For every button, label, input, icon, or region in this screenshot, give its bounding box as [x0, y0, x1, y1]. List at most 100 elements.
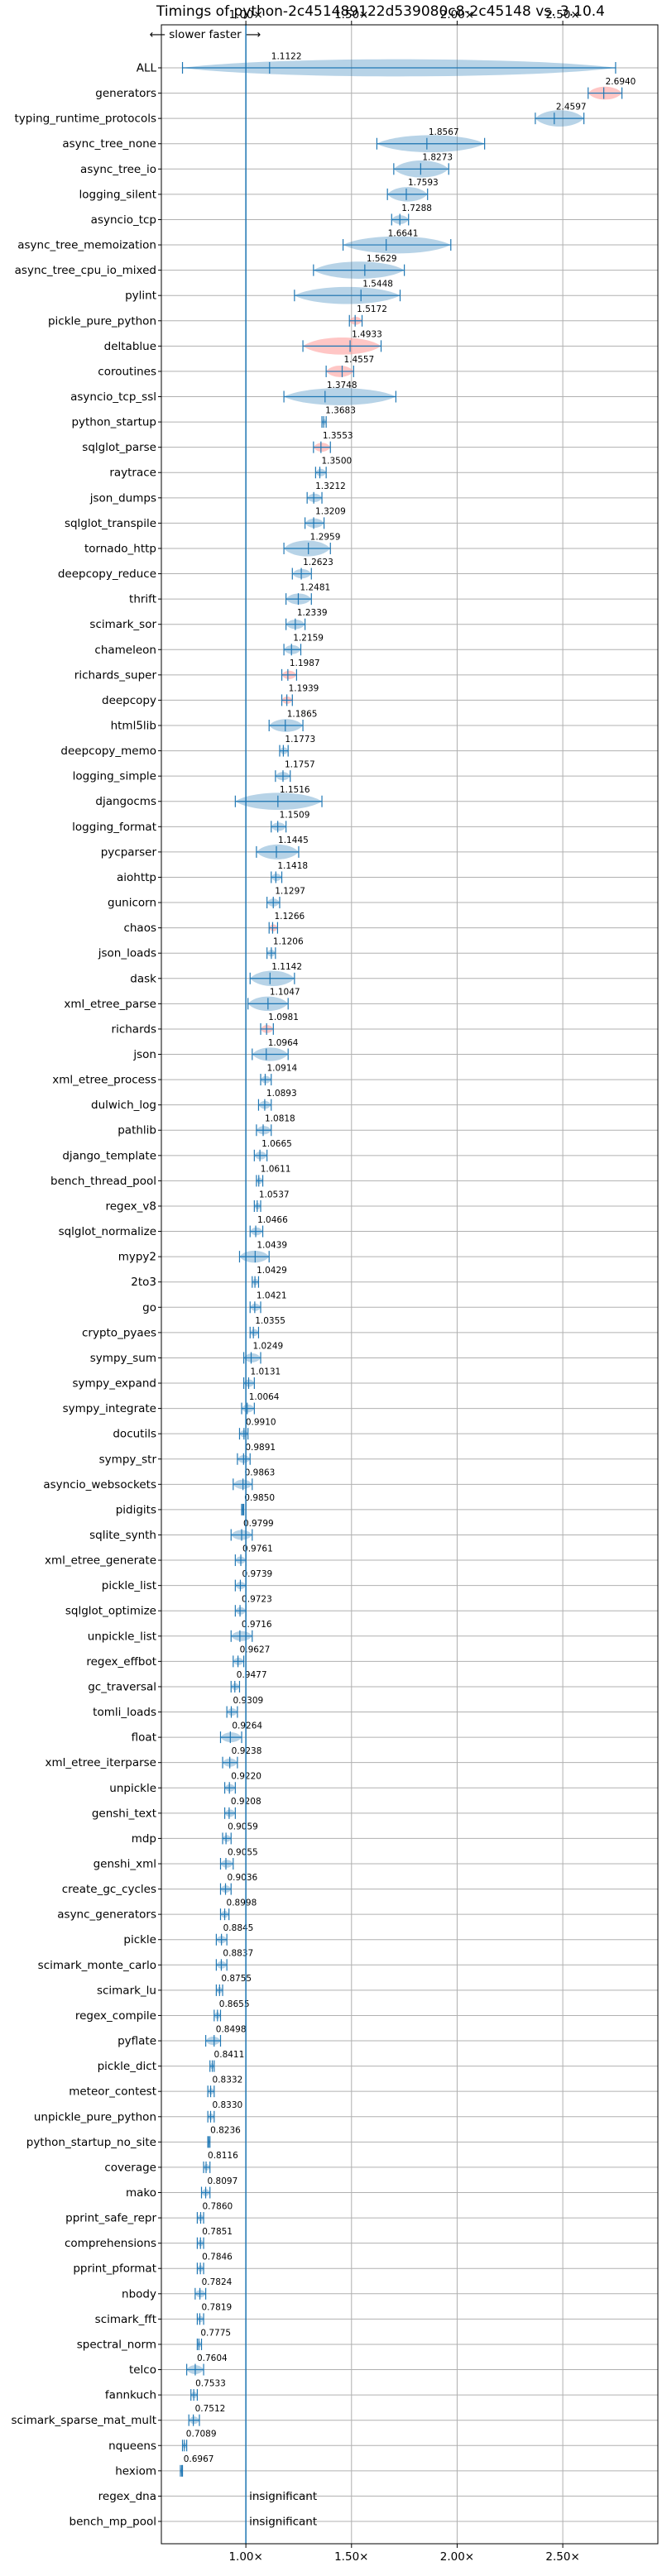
category-label: sqlite_synth	[89, 1529, 156, 1542]
violins: 1.1122 2.6940 2.4597 1.8567 1.8273 1.7593 1.72…	[180, 51, 636, 2529]
median-value-label: 0.9055	[228, 1847, 258, 1857]
category-label: sqlglot_transpile	[65, 517, 156, 530]
median-value-label: 1.1266	[274, 912, 305, 922]
median-value-label: 0.7860	[202, 2201, 233, 2211]
category-label: deepcopy	[102, 694, 156, 707]
category-label: pidigits	[116, 1503, 156, 1516]
category-label: sympy_expand	[72, 1377, 156, 1391]
category-label: dulwich_log	[91, 1099, 156, 1112]
median-value-label: 1.1122	[271, 51, 302, 61]
median-value-label: 1.1773	[285, 735, 315, 745]
category-label: async_tree_cpu_io_mixed	[15, 264, 156, 277]
median-value-label: 0.9761	[242, 1544, 273, 1554]
median-value-label: 2.6940	[606, 77, 636, 87]
category-label: logging_silent	[79, 188, 156, 201]
bottom-tick-label: 2.00×	[440, 2550, 474, 2564]
median-value-label: 1.4557	[343, 355, 374, 365]
median-value-label: 1.5172	[357, 304, 387, 314]
insignificant-label: insignificant	[249, 2516, 317, 2529]
category-label: sqlglot_parse	[82, 441, 156, 454]
category-label: async_tree_memoization	[17, 239, 156, 252]
median-value-label: 0.9799	[243, 1519, 274, 1529]
median-value-label: 0.7533	[195, 2378, 226, 2388]
category-label: json	[132, 1048, 156, 1061]
median-value-label: 1.2959	[310, 532, 341, 542]
category-label: sympy_sum	[90, 1352, 156, 1365]
category-label: pathlib	[118, 1124, 156, 1137]
category-label: logging_format	[72, 821, 156, 834]
category-label: unpickle_pure_python	[34, 2110, 156, 2124]
category-label: scimark_lu	[97, 1984, 156, 1997]
median-value-label: 1.0893	[266, 1089, 297, 1099]
median-value-label: 0.9723	[242, 1595, 272, 1605]
category-label: meteor_contest	[69, 2085, 156, 2099]
median-value-label: 0.7604	[197, 2353, 228, 2363]
median-value-label: 1.0537	[259, 1190, 290, 1199]
median-value-label: 1.0249	[252, 1342, 283, 1352]
median-value-label: 0.8755	[221, 1974, 252, 1984]
category-label: bench_thread_pool	[50, 1175, 156, 1188]
category-label: xml_etree_iterparse	[46, 1756, 157, 1769]
category-label: sqlglot_normalize	[59, 1225, 156, 1238]
category-label: python_startup	[71, 416, 156, 429]
category-label: float	[132, 1731, 156, 1745]
category-label: coverage	[104, 2161, 156, 2174]
median-value-label: 0.9309	[233, 1696, 263, 1706]
category-label: nqueens	[108, 2440, 156, 2453]
median-value-label: 1.0421	[257, 1291, 287, 1301]
median-value-label: 0.7819	[201, 2303, 232, 2313]
median-value-label: 1.2623	[303, 558, 333, 567]
median-value-label: 1.0131	[250, 1367, 281, 1377]
category-label: pickle	[123, 1933, 156, 1946]
category-label: 2to3	[131, 1276, 156, 1289]
median-value-label: 1.8567	[429, 127, 459, 137]
category-label: asyncio_websockets	[43, 1478, 156, 1491]
median-value-label: 0.8498	[216, 2024, 247, 2034]
category-label: thrift	[129, 593, 156, 606]
median-value-label: 1.1142	[271, 962, 302, 972]
median-value-label: 1.0064	[249, 1392, 280, 1402]
median-value-label: 0.8236	[210, 2126, 241, 2136]
direction-annotation: ⟵ slower faster ⟶	[150, 28, 261, 41]
median-value-label: 0.9477	[237, 1670, 267, 1680]
category-label: fannkuch	[105, 2389, 156, 2402]
category-label: mako	[126, 2186, 156, 2200]
category-label: scimark_sparse_mat_mult	[12, 2414, 156, 2427]
category-label: async_generators	[57, 1908, 156, 1922]
median-value-label: 0.8655	[219, 1999, 250, 2009]
category-label: coroutines	[98, 365, 156, 378]
category-label: create_gc_cycles	[62, 1883, 156, 1896]
category-label: hexiom	[115, 2464, 156, 2478]
median-value-label: 1.0611	[261, 1165, 291, 1175]
x-axis: 1.00× 1.00× 1.50× 1.50× 2.00× 2.00× 2.50× 2.50×	[158, 8, 659, 2564]
median-value-label: 0.9716	[242, 1620, 272, 1630]
top-tick-label: 2.50×	[545, 8, 579, 22]
category-label: chaos	[123, 922, 156, 935]
median-value-label: 1.0665	[261, 1139, 292, 1149]
insignificant-label: insignificant	[249, 2490, 317, 2503]
category-label: telco	[129, 2363, 156, 2377]
category-label: django_template	[62, 1149, 156, 1162]
median-value-label: 2.4597	[556, 102, 587, 112]
category-label: pickle_dict	[98, 2060, 156, 2073]
category-label: unpickle_list	[88, 1630, 156, 1643]
median-value-label: 0.7851	[202, 2227, 233, 2237]
category-label: tornado_http	[84, 542, 156, 555]
median-value-label: 1.1418	[277, 861, 308, 871]
median-value-label: 1.0439	[257, 1240, 287, 1250]
category-label: aiohttp	[117, 871, 156, 884]
median-value-label: 1.3748	[327, 381, 357, 390]
bottom-tick-label: 2.50×	[545, 2550, 579, 2564]
category-label: html5lib	[111, 720, 156, 733]
median-value-label: 0.7775	[200, 2328, 231, 2338]
category-label: asyncio_tcp	[91, 213, 156, 227]
median-value-label: 1.2159	[293, 634, 324, 644]
median-value-label: 0.9850	[244, 1493, 275, 1503]
category-label: djangocms	[95, 795, 156, 808]
category-label: sympy_integrate	[63, 1402, 156, 1415]
median-value-label: 0.9627	[240, 1645, 271, 1655]
category-label: comprehensions	[65, 2237, 156, 2250]
category-label: raytrace	[109, 467, 156, 480]
